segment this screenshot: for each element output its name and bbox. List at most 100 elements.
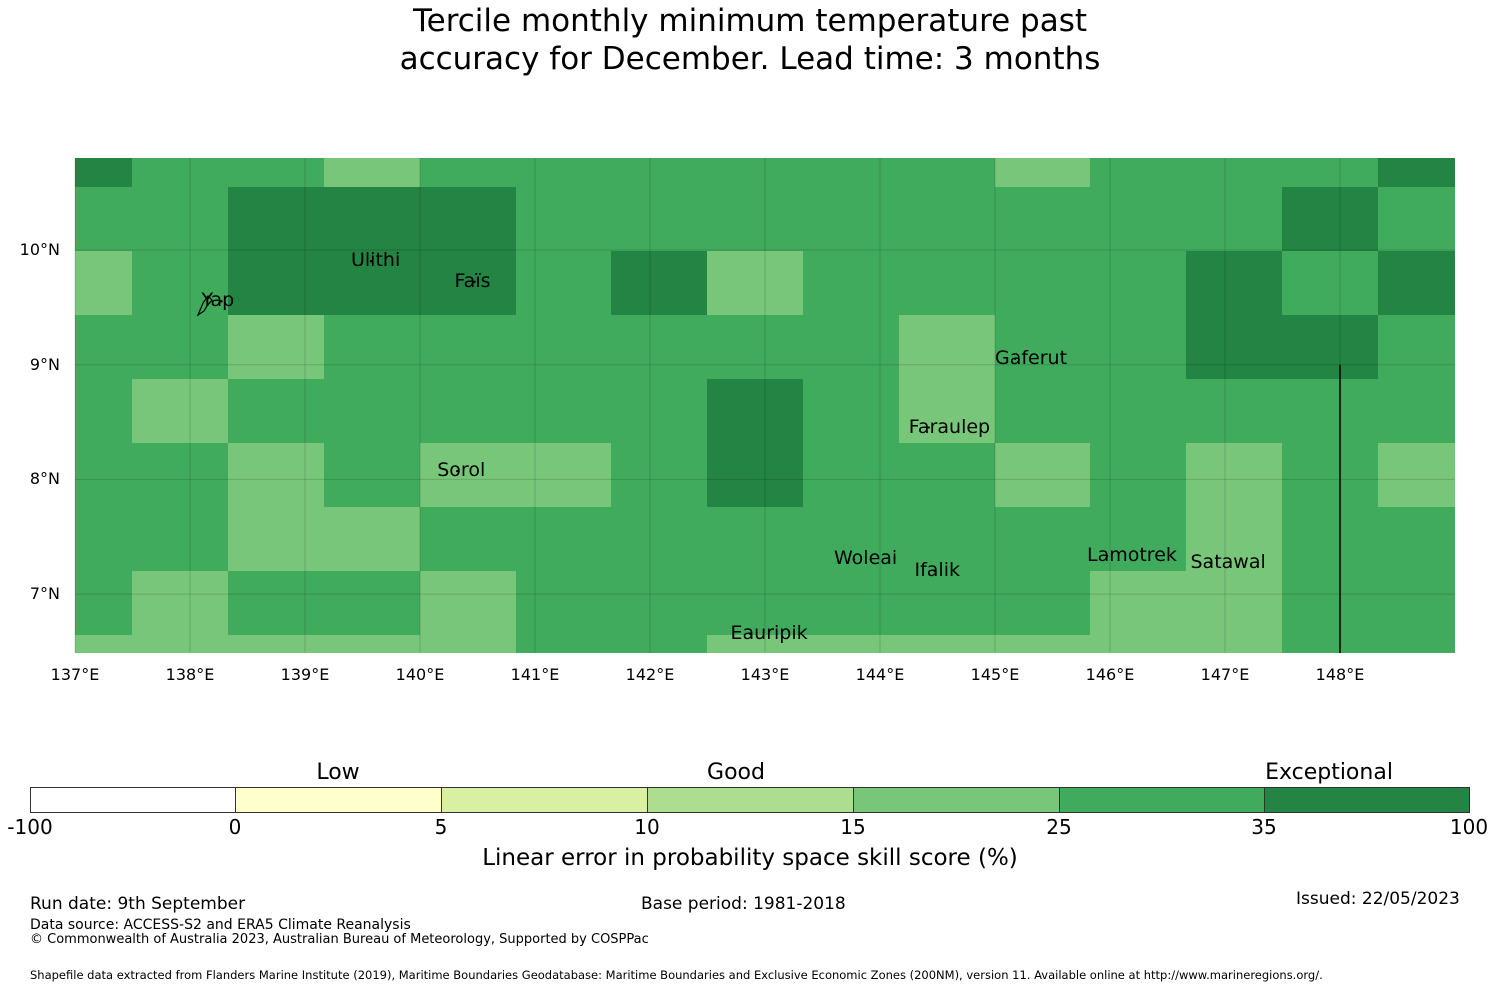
skill-cell [1090, 635, 1186, 653]
skill-cell [611, 379, 707, 443]
skill-cell [75, 379, 132, 443]
colorbar-tick-label: 5 [401, 815, 481, 839]
skill-cell [611, 315, 707, 379]
skill-cell [132, 187, 228, 251]
latitude-label: 8°N [0, 469, 60, 488]
skill-cell [803, 158, 899, 187]
skill-cell [75, 251, 132, 315]
place-label: Yap [202, 289, 235, 311]
skill-cell [1090, 571, 1186, 635]
skill-cell [132, 571, 228, 635]
skill-cell [1378, 379, 1455, 443]
skill-cell [1378, 571, 1455, 635]
skill-cell [1186, 443, 1282, 507]
skill-cell [1090, 251, 1186, 315]
skill-cell [611, 443, 707, 507]
longitude-label: 146°E [1070, 665, 1150, 684]
skill-cell [803, 635, 899, 653]
skill-cell [1378, 507, 1455, 571]
skill-cell [1378, 635, 1455, 653]
colorbar-segment [853, 787, 1060, 813]
skill-cell [1378, 187, 1455, 251]
colorbar-tick-label: 15 [813, 815, 893, 839]
place-label: Lamotrek [1087, 544, 1177, 566]
skill-cell [420, 571, 516, 635]
shapefile-credit: Shapefile data extracted from Flanders M… [30, 968, 1323, 982]
skill-cell [516, 443, 611, 507]
longitude-label: 147°E [1185, 665, 1265, 684]
skill-cell [995, 379, 1090, 443]
skill-cell [324, 571, 420, 635]
skill-cell [803, 251, 899, 315]
skill-cell [995, 251, 1090, 315]
place-label: Faïs [455, 270, 491, 292]
skill-cell [132, 158, 228, 187]
skill-cell [803, 315, 899, 379]
skill-cell [1186, 571, 1282, 635]
skill-map [0, 0, 1500, 700]
skill-cell [228, 571, 324, 635]
skill-cell [1186, 635, 1282, 653]
colorbar-category-exceptional: Exceptional [1229, 760, 1429, 785]
skill-cell [1282, 443, 1378, 507]
skill-cell [228, 251, 324, 315]
colorbar-category-low: Low [238, 760, 438, 785]
colorbar-label: Linear error in probability space skill … [0, 845, 1500, 871]
skill-cell [1378, 158, 1455, 187]
colorbar-segment [30, 787, 236, 813]
skill-cell [132, 443, 228, 507]
skill-cell [899, 187, 995, 251]
latitude-label: 9°N [0, 355, 60, 374]
skill-cell [707, 315, 803, 379]
longitude-label: 137°E [35, 665, 115, 684]
skill-cell [75, 315, 132, 379]
skill-cell [995, 158, 1090, 187]
skill-cell [1282, 315, 1378, 379]
skill-cell [995, 571, 1090, 635]
place-label: Sorol [437, 459, 485, 481]
colorbar-segment [235, 787, 442, 813]
longitude-label: 141°E [495, 665, 575, 684]
skill-cell [228, 158, 324, 187]
skill-cell [516, 315, 611, 379]
skill-cell [1282, 507, 1378, 571]
place-label: Satawal [1191, 551, 1266, 573]
skill-cell [707, 187, 803, 251]
skill-cell [324, 379, 420, 443]
skill-cell [611, 571, 707, 635]
base-period: Base period: 1981-2018 [641, 894, 846, 914]
skill-cell [707, 507, 803, 571]
longitude-label: 145°E [955, 665, 1035, 684]
skill-cell [132, 635, 228, 653]
skill-cell [75, 635, 132, 653]
skill-cell [1090, 315, 1186, 379]
colorbar-segment [441, 787, 648, 813]
skill-cell [132, 507, 228, 571]
colorbar-segment [1264, 787, 1470, 813]
longitude-label: 148°E [1300, 665, 1380, 684]
skill-cell [228, 187, 324, 251]
skill-cell [995, 507, 1090, 571]
skill-cell [803, 187, 899, 251]
skill-cell [1282, 251, 1378, 315]
skill-cell [995, 187, 1090, 251]
place-label: Ulithi [351, 249, 400, 271]
skill-cell [516, 635, 611, 653]
skill-cell [1378, 251, 1455, 315]
skill-cell [1186, 158, 1282, 187]
longitude-label: 144°E [840, 665, 920, 684]
skill-cell [516, 158, 611, 187]
skill-cell [611, 251, 707, 315]
skill-cell [899, 443, 995, 507]
skill-cell [995, 635, 1090, 653]
place-label: Gaferut [995, 347, 1067, 369]
skill-cell [803, 571, 899, 635]
skill-cell [75, 443, 132, 507]
skill-cell [1186, 379, 1282, 443]
place-label: Ifalik [915, 559, 961, 581]
map-panel [0, 0, 1500, 700]
skill-cell [420, 158, 516, 187]
skill-cell [324, 187, 420, 251]
skill-cell [611, 507, 707, 571]
latitude-label: 10°N [0, 240, 60, 259]
